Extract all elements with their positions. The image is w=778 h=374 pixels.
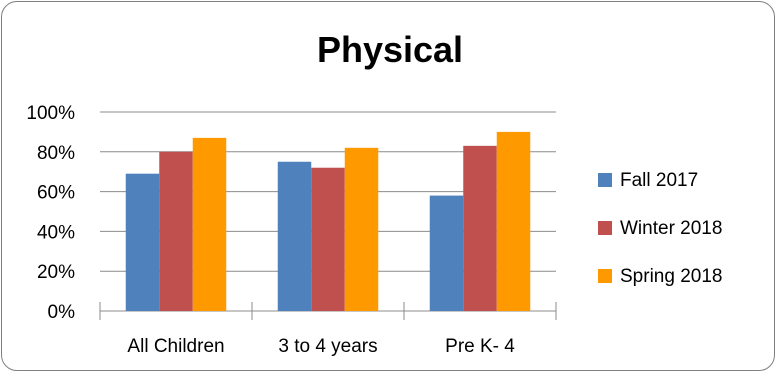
bar: [125, 173, 160, 311]
bar: [277, 161, 312, 311]
legend-swatch: [598, 173, 612, 187]
axes: 0% 20% 40% 60% 80% 100% All Children 3 to 4 yea…: [26, 103, 557, 357]
bar: [344, 147, 379, 311]
legend-label: Spring 2018: [620, 266, 722, 287]
x-tick-label: Pre K- 4: [445, 336, 515, 357]
y-tick-label: 0%: [48, 302, 76, 323]
y-tick-label: 40%: [37, 222, 75, 243]
bar: [192, 137, 227, 311]
legend: Fall 2017 Winter 2018 Spring 2018: [598, 170, 722, 287]
bar: [496, 131, 531, 311]
legend-swatch: [598, 269, 612, 283]
bar: [463, 145, 497, 311]
legend-label: Fall 2017: [620, 170, 698, 191]
bars: [125, 131, 531, 311]
y-tick-label: 100%: [26, 103, 75, 124]
bar: [159, 151, 193, 311]
y-tick-label: 20%: [37, 262, 75, 283]
legend-label: Winter 2018: [620, 218, 722, 239]
y-tick-label: 60%: [37, 183, 75, 204]
y-tick-label: 80%: [37, 143, 75, 164]
bar: [311, 167, 345, 311]
chart-title: Physical: [317, 29, 463, 70]
x-tick-label: All Children: [127, 336, 224, 357]
bar: [429, 195, 464, 311]
x-tick-label: 3 to 4 years: [278, 336, 377, 357]
legend-swatch: [598, 221, 612, 235]
